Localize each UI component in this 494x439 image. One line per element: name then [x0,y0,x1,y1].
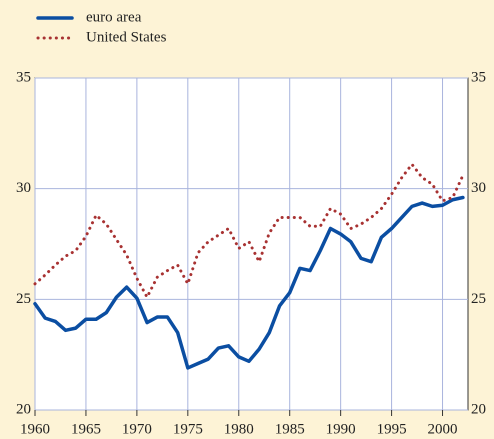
x-tick-label: 1980 [224,421,254,437]
x-tick-label: 1965 [71,421,101,437]
legend-label: euro area [86,9,142,25]
x-tick-label: 1990 [326,421,356,437]
x-tick-label: 2000 [428,421,458,437]
y2-tick-label: 20 [471,401,486,417]
series-line [33,162,465,299]
plot-area [34,77,469,411]
x-tick-label: 1985 [275,421,305,437]
y2-tick-label: 35 [471,69,486,85]
x-tick-label: 1975 [173,421,203,437]
y-tick-label: 25 [16,291,31,307]
series-line [33,195,465,370]
y-tick-label: 20 [16,401,31,417]
x-tick-label: 1970 [122,421,152,437]
x-tick-label: 1995 [377,421,407,437]
x-tick-label: 1960 [20,421,50,437]
legend-label: United States [86,29,167,45]
y-tick-label: 30 [16,180,31,196]
y-tick-label: 35 [16,69,31,85]
y2-tick-label: 25 [471,291,486,307]
y2-tick-label: 30 [471,180,486,196]
